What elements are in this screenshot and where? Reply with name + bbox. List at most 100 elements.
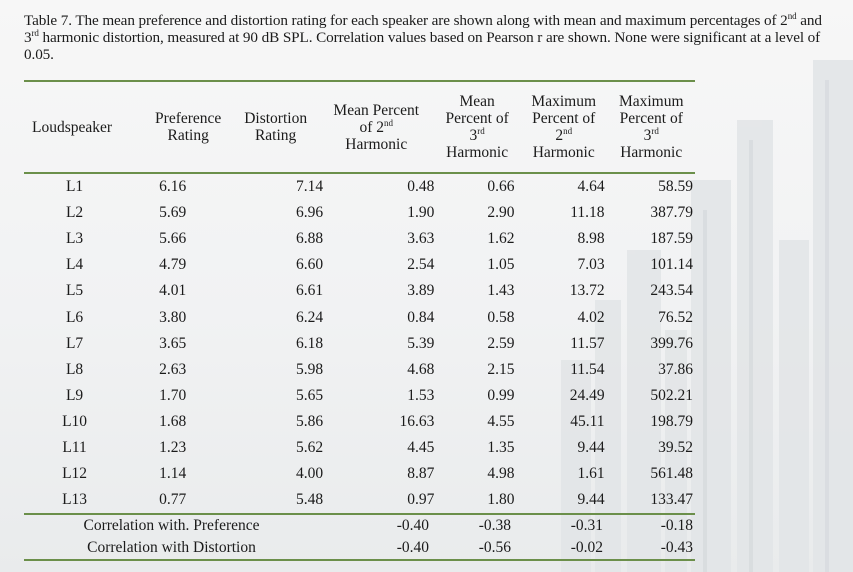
header-mean3-sup: rd — [477, 125, 485, 136]
cell-mean-3rd: 2.90 — [487, 204, 515, 222]
header-max-3rd: Maximum Percent of 3rd Harmonic — [607, 82, 695, 172]
header-preference: Preference Rating — [143, 82, 233, 172]
cell-preference: 0.77 — [159, 491, 187, 509]
corr-max-3rd: -0.43 — [660, 539, 693, 557]
caption-part3: harmonic distortion, measured at 90 dB S… — [24, 29, 821, 63]
cell-mean-3rd: 0.66 — [487, 178, 515, 196]
cell-mean-2nd: 2.54 — [407, 256, 435, 274]
caption-part2: and 3 — [24, 12, 822, 46]
cell-max-3rd: 387.79 — [650, 204, 693, 222]
header-mean2-sup: nd — [384, 117, 394, 128]
cell-distortion: 4.00 — [295, 465, 324, 483]
cell-mean-2nd: 3.89 — [407, 282, 435, 300]
table-row: L7 3.65 6.18 5.39 2.59 11.57 399.76 — [24, 331, 695, 357]
cell-mean-2nd: 4.45 — [407, 438, 435, 456]
corr-mean-2nd: -0.40 — [396, 539, 429, 557]
cell-preference: 1.23 — [159, 438, 187, 456]
table-row: L2 5.69 6.96 1.90 2.90 11.18 387.79 — [24, 200, 695, 226]
cell-max-2nd: 7.03 — [577, 256, 605, 274]
correlation-row: Correlation with Distortion -0.40 -0.56 … — [24, 537, 695, 559]
corr-mean-2nd: -0.40 — [396, 517, 429, 535]
cell-speaker: L4 — [65, 256, 84, 274]
cell-speaker: L13 — [62, 491, 88, 509]
cell-max-3rd: 187.59 — [650, 230, 693, 248]
cell-preference: 5.69 — [159, 204, 187, 222]
cell-max-2nd: 11.18 — [570, 204, 605, 222]
cell-preference: 1.68 — [159, 412, 187, 430]
cell-distortion: 6.96 — [295, 204, 324, 222]
cell-max-3rd: 133.47 — [650, 491, 693, 509]
header-max-2nd: Maximum Percent of 2nd Harmonic — [520, 82, 608, 172]
correlation-row: Correlation with. Preference -0.40 -0.38… — [24, 515, 695, 537]
header-loudspeaker: Loudspeaker — [32, 118, 113, 136]
header-max2-line3: 2 — [555, 127, 564, 144]
cell-mean-3rd: 1.80 — [487, 491, 515, 509]
cell-distortion: 6.24 — [295, 308, 324, 326]
table-row: L6 3.80 6.24 0.84 0.58 4.02 76.52 — [24, 304, 695, 330]
header-max3-line1: Maximum — [618, 93, 684, 110]
corr-max-2nd: -0.02 — [570, 539, 603, 557]
table-bottom-rule — [24, 559, 695, 562]
correlation-body: Correlation with. Preference -0.40 -0.38… — [24, 515, 695, 559]
header-max2-line4: Harmonic — [532, 144, 595, 161]
table-row: L4 4.79 6.60 2.54 1.05 7.03 101.14 — [24, 252, 695, 278]
corr-mean-3rd: -0.38 — [478, 517, 511, 535]
cell-max-3rd: 58.59 — [658, 178, 693, 196]
cell-speaker: L2 — [65, 204, 84, 222]
caption-sup2: rd — [31, 27, 39, 38]
corr-max-2nd: -0.31 — [570, 517, 603, 535]
cell-preference: 1.14 — [159, 465, 187, 483]
cell-preference: 4.79 — [159, 256, 187, 274]
cell-mean-3rd: 2.59 — [487, 334, 515, 352]
table-row: L3 5.66 6.88 3.63 1.62 8.98 187.59 — [24, 226, 695, 252]
cell-preference: 4.01 — [159, 282, 187, 300]
cell-max-2nd: 11.54 — [570, 360, 605, 378]
table-row: L12 1.14 4.00 8.87 4.98 1.61 561.48 — [24, 461, 695, 487]
background-skyline — [561, 60, 853, 572]
cell-max-3rd: 561.48 — [650, 465, 693, 483]
cell-max-3rd: 502.21 — [650, 386, 693, 404]
cell-mean-3rd: 1.05 — [487, 256, 515, 274]
header-max3-line4: Harmonic — [620, 144, 683, 161]
header-max3-line2: Percent of — [619, 110, 683, 127]
cell-max-2nd: 1.61 — [577, 465, 605, 483]
corr-max-3rd: -0.18 — [660, 517, 693, 535]
cell-speaker: L1 — [65, 178, 84, 196]
cell-mean-3rd: 2.15 — [487, 360, 515, 378]
table-row: L8 2.63 5.98 4.68 2.15 11.54 37.86 — [24, 357, 695, 383]
cell-mean-2nd: 5.39 — [407, 334, 435, 352]
cell-mean-3rd: 1.62 — [487, 230, 515, 248]
correlation-label: Correlation with. Preference — [83, 517, 260, 535]
cell-preference: 3.80 — [159, 308, 187, 326]
header-max2-sup: nd — [563, 125, 573, 136]
cell-max-2nd: 45.11 — [570, 412, 605, 430]
table-body: L1 6.16 7.14 0.48 0.66 4.64 58.59 L2 5.69 6.96 1.… — [24, 174, 695, 513]
table-correlation-rule — [24, 513, 695, 516]
header-preference-line2: Rating — [167, 127, 209, 144]
caption-sup1: nd — [787, 10, 797, 21]
cell-max-3rd: 37.86 — [658, 360, 693, 378]
correlation-label: Correlation with Distortion — [87, 539, 256, 557]
table-row: L10 1.68 5.86 16.63 4.55 45.11 198.79 — [24, 409, 695, 435]
cell-distortion: 5.48 — [295, 491, 324, 509]
cell-mean-2nd: 1.53 — [407, 386, 435, 404]
header-mean3-line2: Percent of — [445, 110, 509, 127]
cell-max-3rd: 243.54 — [650, 282, 693, 300]
cell-distortion: 5.86 — [295, 412, 324, 430]
cell-mean-2nd: 0.97 — [407, 491, 435, 509]
table-row: L9 1.70 5.65 1.53 0.99 24.49 502.21 — [24, 383, 695, 409]
header-mean-2nd: Mean Percent of 2nd Harmonic — [318, 82, 434, 172]
cell-mean-3rd: 1.35 — [487, 438, 515, 456]
cell-mean-3rd: 1.43 — [487, 282, 515, 300]
cell-max-2nd: 9.44 — [577, 491, 605, 509]
cell-max-2nd: 4.64 — [577, 178, 605, 196]
table-row: L13 0.77 5.48 0.97 1.80 9.44 133.47 — [24, 487, 695, 513]
table-row: L11 1.23 5.62 4.45 1.35 9.44 39.52 — [24, 435, 695, 461]
corr-mean-3rd: -0.56 — [478, 539, 511, 557]
cell-mean-2nd: 0.48 — [407, 178, 435, 196]
header-max2-line2: Percent of — [532, 110, 596, 127]
cell-max-3rd: 101.14 — [650, 256, 693, 274]
cell-mean-2nd: 3.63 — [407, 230, 435, 248]
cell-preference: 5.66 — [159, 230, 187, 248]
cell-mean-3rd: 4.55 — [487, 412, 515, 430]
